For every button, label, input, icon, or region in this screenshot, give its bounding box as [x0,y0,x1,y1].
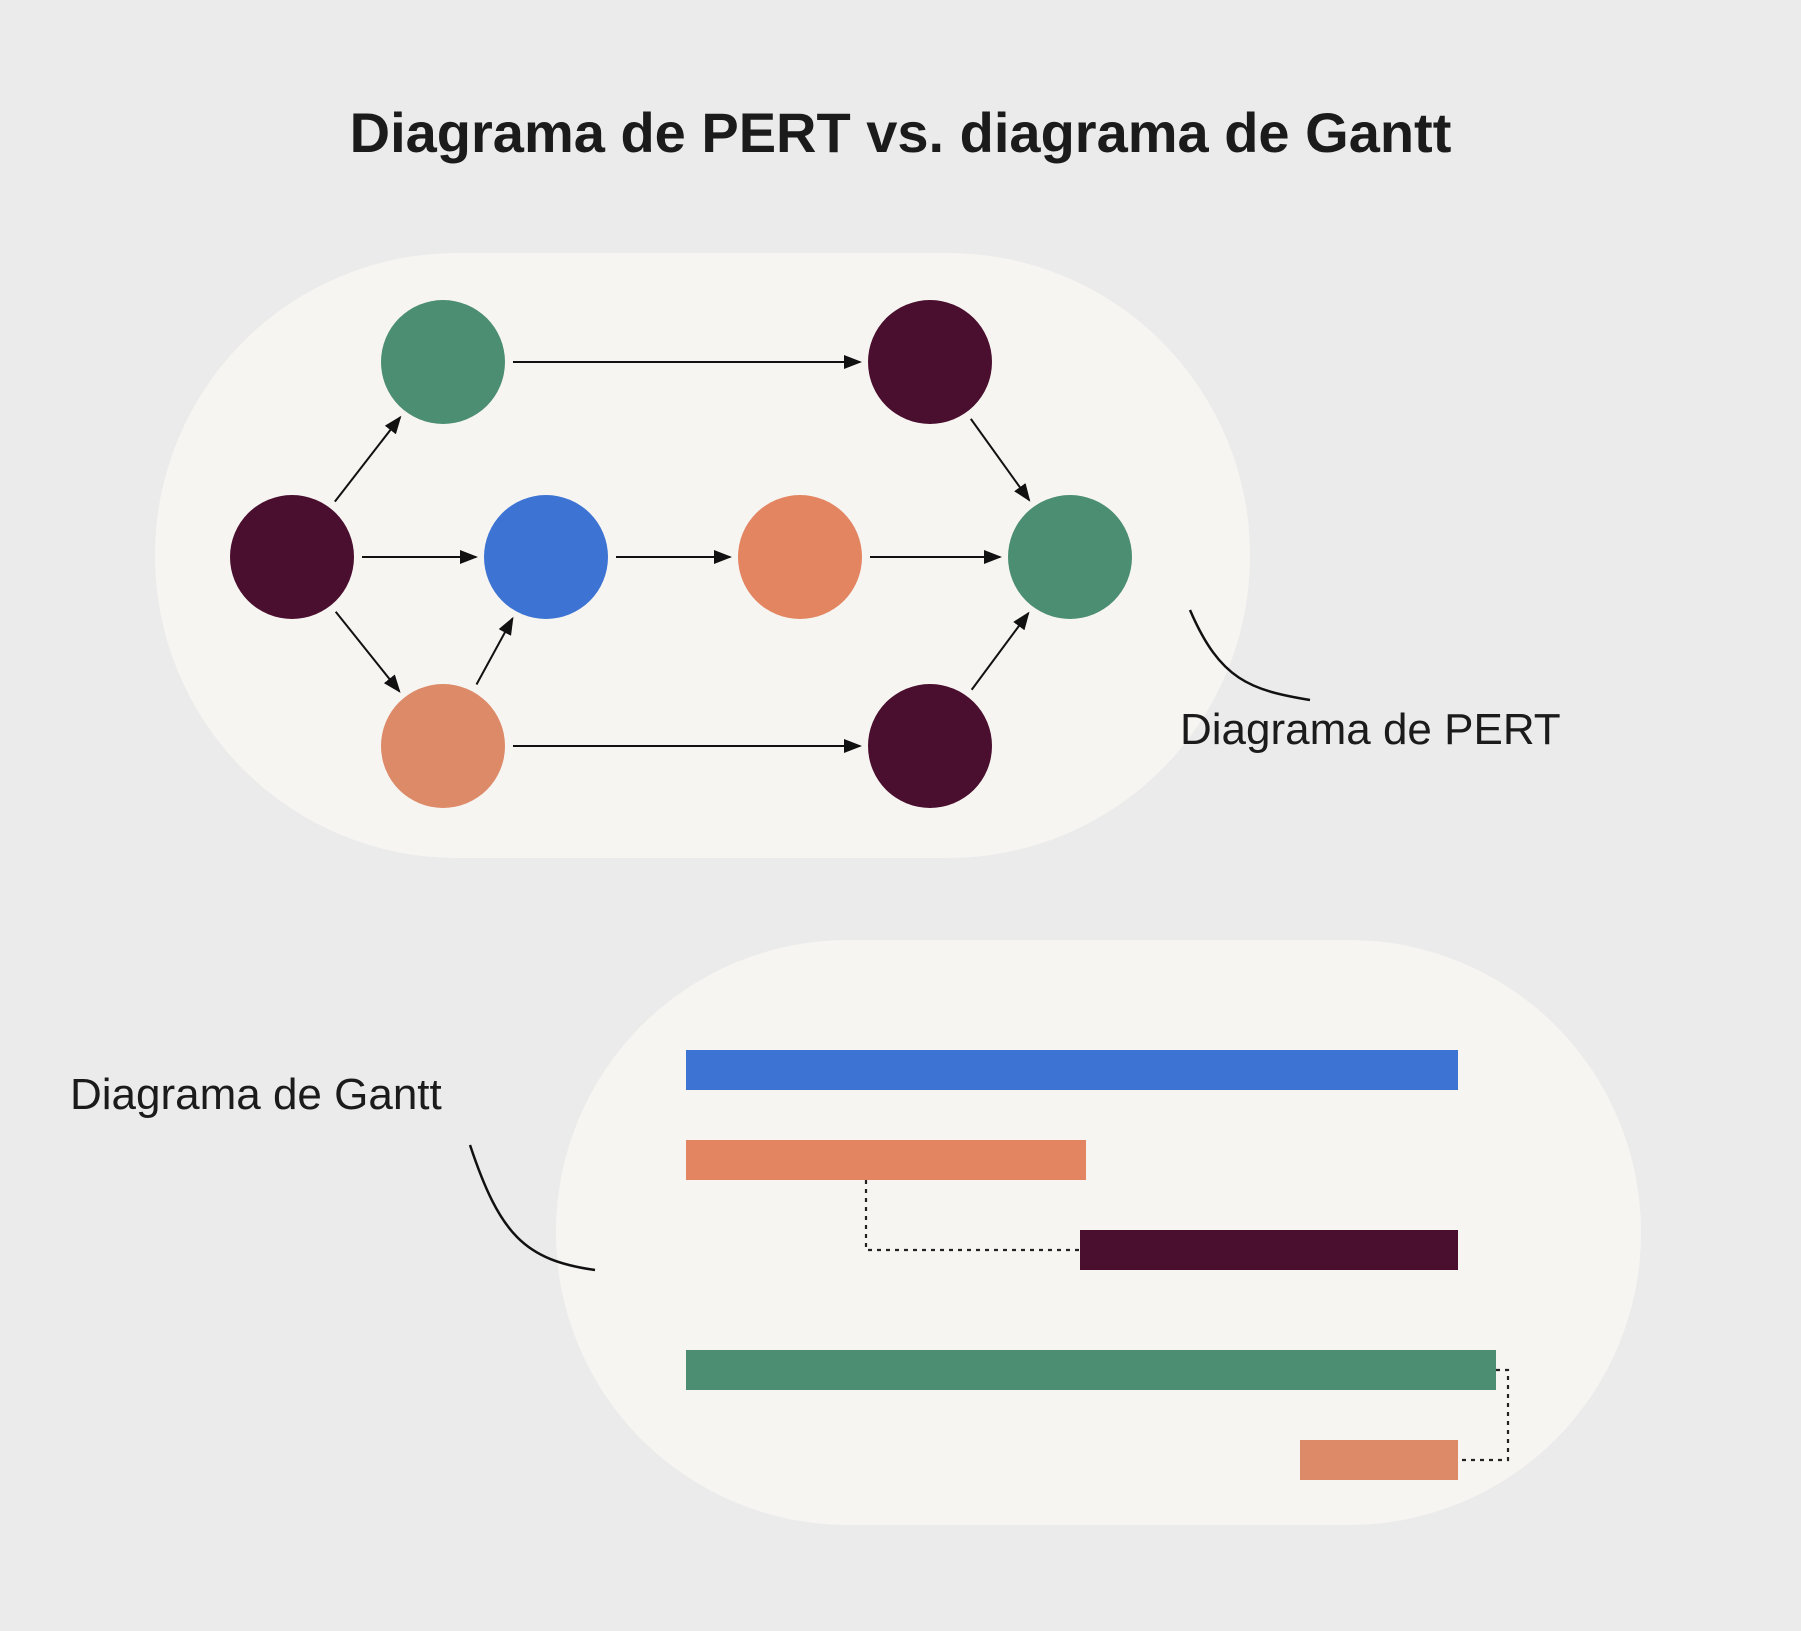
gantt-callout-arrow [0,0,1801,1631]
gantt-label: Diagrama de Gantt [70,1070,442,1120]
